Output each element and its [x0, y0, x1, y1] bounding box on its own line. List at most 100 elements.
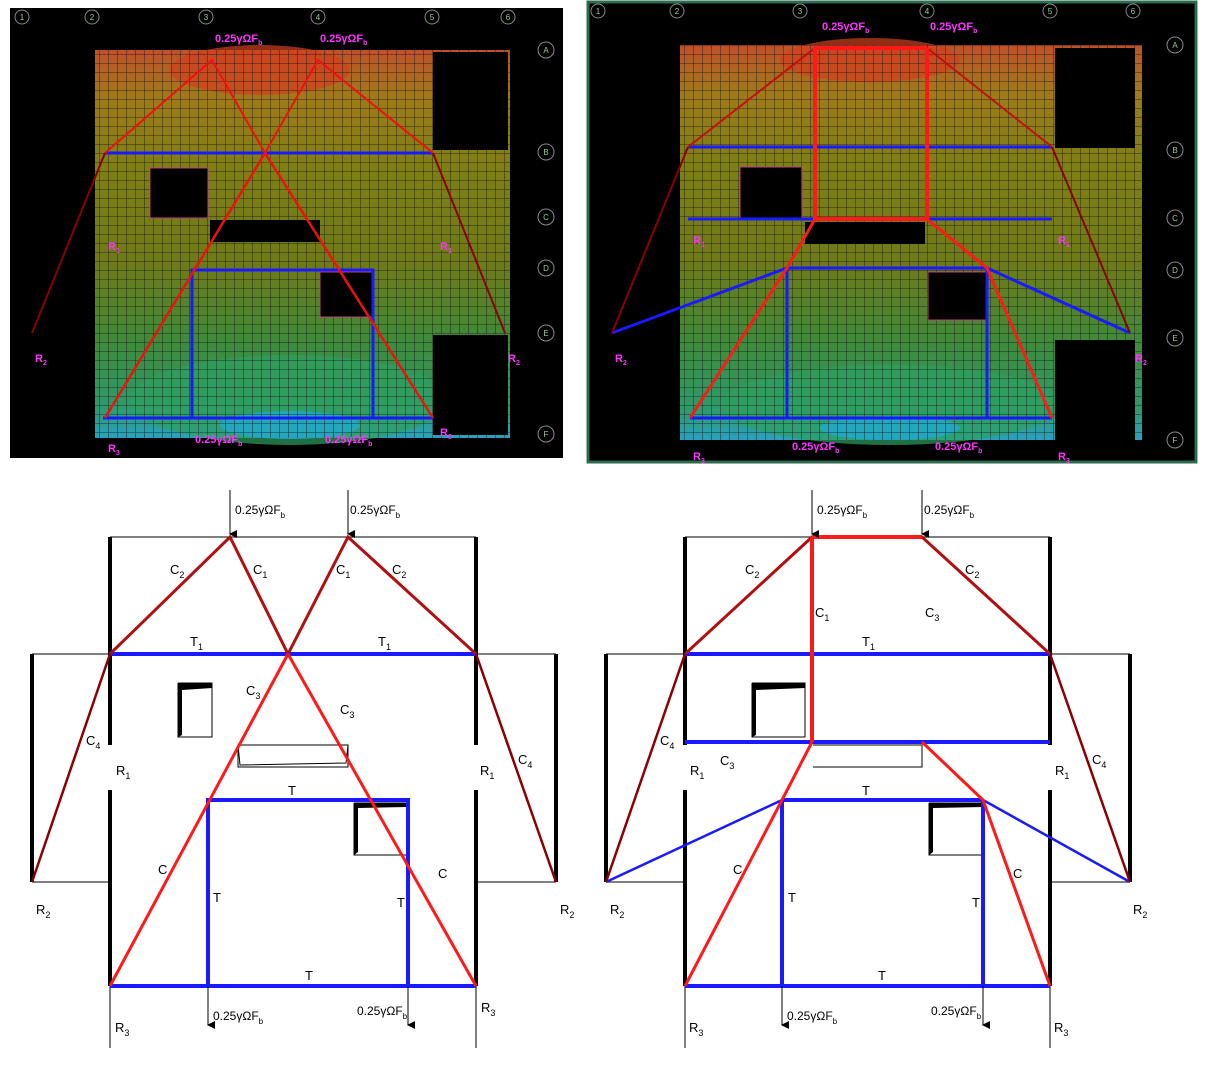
- grid-bubble: [792, 3, 808, 19]
- strut-label: C2: [170, 562, 184, 580]
- load-label: 0.25γΩFb: [931, 1004, 982, 1021]
- column-block: [596, 340, 676, 440]
- strut-label: C4: [518, 752, 532, 770]
- opening-outline: [177, 682, 213, 738]
- grid-bubble-label: A: [543, 46, 549, 55]
- load-label: 0.25γΩFb: [924, 503, 975, 520]
- strut-box: [813, 48, 929, 221]
- load-label: 0.25γΩFb: [817, 503, 868, 520]
- reaction-label: R3: [481, 1000, 495, 1018]
- grid-bubble-label: 4: [316, 13, 321, 22]
- strut-label: C2: [745, 562, 759, 580]
- tie-frame: [206, 798, 410, 986]
- grid-bubble: [198, 9, 214, 25]
- grid-bubble-label: 5: [1048, 7, 1053, 16]
- grid-bubble-label: 3: [204, 13, 209, 22]
- tie-arch: [611, 266, 1131, 335]
- column-block: [433, 335, 508, 435]
- grid-bubble: [919, 3, 935, 19]
- grid-bubble: [1125, 3, 1141, 19]
- grid-bubble: [537, 208, 555, 226]
- reaction-label: R1: [116, 763, 130, 781]
- opening: [805, 222, 925, 244]
- reaction-label: R3: [1054, 1020, 1068, 1038]
- grid-bubble: [500, 9, 516, 25]
- strut-label: C: [733, 862, 742, 877]
- reaction-label: R1: [480, 763, 494, 781]
- load-label: 0.25γΩFb: [787, 1009, 838, 1026]
- reaction-label: R3: [440, 427, 452, 441]
- grid-bubble-label: A: [1172, 41, 1178, 50]
- load-label: 0.25γΩFb: [320, 33, 367, 47]
- grid-bubble: [537, 425, 555, 443]
- strut-label: C2: [965, 562, 979, 580]
- grid-bubble-label: 5: [430, 13, 435, 22]
- grid-bubble: [537, 41, 555, 59]
- strut-label: C3: [246, 683, 260, 701]
- column-block: [1055, 48, 1135, 148]
- reaction-label: R3: [689, 1020, 703, 1038]
- strut-label: C: [1013, 866, 1022, 881]
- strut-c-left: [103, 152, 267, 419]
- reaction-label: R2: [615, 353, 627, 367]
- grid-bubble: [1166, 431, 1184, 449]
- tie-arch-right: [982, 798, 1131, 884]
- grid-bubble: [1166, 261, 1184, 279]
- grid-bubble: [84, 9, 100, 25]
- column-block: [18, 335, 93, 435]
- tie-label: T: [397, 895, 405, 910]
- reaction-label: R1: [1055, 763, 1069, 781]
- tie-label: T: [788, 890, 796, 905]
- strut-c-right: [286, 653, 478, 987]
- load-label: 0.25γΩFb: [350, 503, 401, 520]
- opening: [149, 167, 209, 219]
- opening-shadow: [752, 683, 805, 737]
- strut-label: C1: [336, 562, 350, 580]
- grid-bubble-label: 2: [90, 13, 95, 22]
- grid-bubble: [1166, 329, 1184, 347]
- tie-arch-left: [605, 798, 783, 884]
- strut-c4-right: [1048, 653, 1132, 883]
- opening-outline: [751, 682, 806, 738]
- reaction-label: R1: [1058, 235, 1070, 249]
- strut-top: [108, 534, 478, 658]
- grid-bubble-label: C: [1172, 214, 1178, 223]
- load-label: 0.25γΩFb: [357, 1004, 408, 1021]
- reaction-label: R2: [610, 902, 624, 920]
- strut-label: C4: [86, 733, 100, 751]
- grid-bubble-label: 3: [798, 7, 803, 16]
- load-label: 0.25γΩFb: [792, 441, 839, 455]
- grid-bubble: [537, 259, 555, 277]
- grid-bubble-label: D: [1172, 266, 1178, 275]
- load-label: 0.25γΩFb: [325, 434, 372, 448]
- grid-bubble: [1042, 3, 1058, 19]
- reaction-label: R3: [1058, 451, 1070, 465]
- grid-bubble-label: B: [543, 148, 548, 157]
- grid-bubble: [310, 9, 326, 25]
- strut-c4-left: [30, 653, 112, 883]
- reaction-label: R2: [1133, 902, 1147, 920]
- reaction-label: R3: [108, 443, 120, 457]
- load-label: 0.25γΩFb: [213, 1009, 264, 1026]
- tie-label: T: [288, 783, 296, 798]
- grid-bubble: [1166, 141, 1184, 159]
- load-label: 0.25γΩFb: [930, 21, 977, 35]
- reaction-label: R3: [693, 451, 705, 465]
- tie-label: T: [862, 783, 870, 798]
- tie-label: T1: [862, 634, 875, 652]
- grid-bubble-label: F: [544, 430, 549, 439]
- panel-bottom-left: 0.25γΩFb 0.25γΩFb 0.25γΩFb 0.25γΩFb C2 C…: [30, 490, 574, 1048]
- tie-label: T: [878, 968, 886, 983]
- opening-outline: [813, 744, 923, 768]
- tie-label: T: [305, 968, 313, 983]
- grid-bubble: [1166, 209, 1184, 227]
- grid-bubble-label: D: [543, 264, 549, 273]
- grid-bubble: [424, 9, 440, 25]
- load-label: 0.25γΩFb: [195, 434, 242, 448]
- strut-label: C3: [720, 753, 734, 771]
- grid-bubble-label: B: [1172, 146, 1177, 155]
- tie-label: T1: [378, 634, 391, 652]
- reaction-label: R2: [1135, 353, 1147, 367]
